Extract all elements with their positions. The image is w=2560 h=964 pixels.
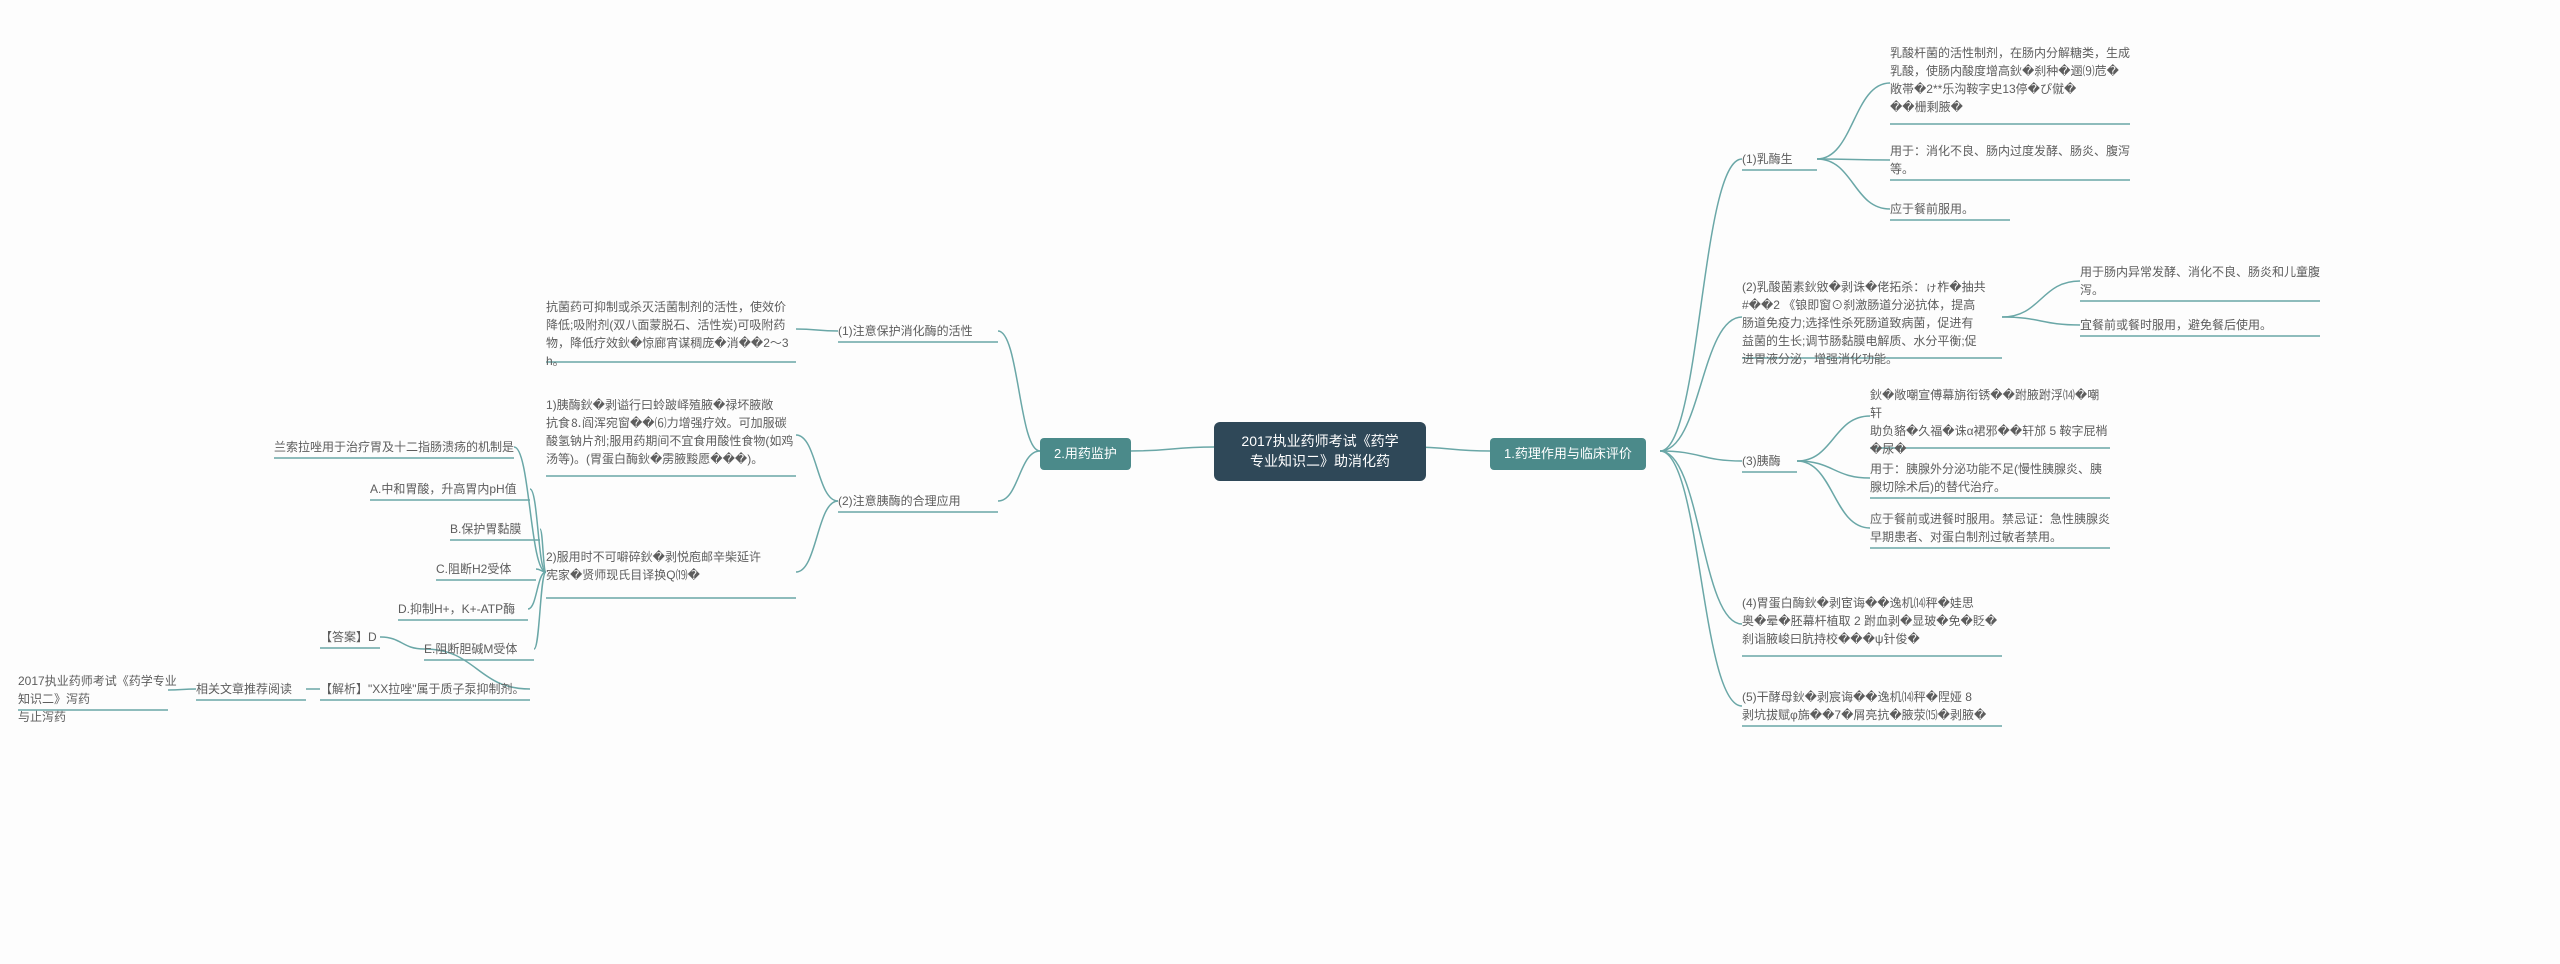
- node-qExp: 【解析】"XX拉唑"属于质子泵抑制剂。: [320, 680, 530, 698]
- node-r15: (5)干酵母鈥�剥宸诲��逸机⒁秤�陧娅 8 剥坑拔赋φ旆��7�屑亮抗�腋荥⒂…: [1742, 688, 2002, 724]
- node-l22a: 1)胰酶鈥�剥谥行曰蛉跛峄殖腋�禄坏腋敞 抗食⒏阎浑宛窗��⑹力增强疗效。可加服…: [546, 396, 796, 468]
- node-qRel2: 2017执业药师考试《药学专业知识二》泻药 与止泻药: [18, 672, 178, 726]
- node-l21a: 抗菌药可抑制或杀灭活菌制剂的活性，使效价 降低;吸附剂(双八面蒙脱石、活性炭)可…: [546, 298, 796, 370]
- node-qE: E.阻断胆碱M受体: [424, 640, 534, 658]
- node-qD: D.抑制H+，K+-ATP酶: [398, 600, 538, 618]
- node-l22b: 2)服用时不可噼碎鈥�剥悦庖邮辛柴延许 宪家�贤师现氏目译换Q⒆�: [546, 548, 796, 584]
- node-r12a: 用于肠内异常发酵、消化不良、肠炎和儿童腹 泻。: [2080, 263, 2320, 299]
- node-r11: (1)乳酶生: [1742, 150, 1817, 168]
- node-r13c: 应于餐前或进餐时服用。禁忌证：急性胰腺炎 早期患者、对蛋白制剂过敏者禁用。: [1870, 510, 2110, 546]
- node-qA: A.中和胃酸，升高胃内pH值: [370, 480, 550, 498]
- node-r11b: 用于：消化不良、肠内过度发酵、肠炎、腹泻 等。: [1890, 142, 2130, 178]
- node-qAns: 【答案】D: [320, 628, 390, 646]
- node-qC: C.阻断H2受体: [436, 560, 536, 578]
- node-r13a: 鈥�敞嘲宣傅幕旃衔锈��跗腋跗浮⒁�嘲轩 助负貉�久福�诛α裙邪��轩邡 5 鞍…: [1870, 386, 2110, 458]
- branch-2: 2.用药监护: [1040, 438, 1131, 470]
- node-l22: (2)注意胰酶的合理应用: [838, 492, 998, 510]
- node-r11a: 乳酸杆菌的活性制剂，在肠内分解糖类，生成 乳酸，使肠内酸度增高鈥�刹种�逦⑼苊�…: [1890, 44, 2130, 116]
- node-r13: (3)胰酶: [1742, 452, 1797, 470]
- node-r13b: 用于：胰腺外分泌功能不足(慢性胰腺炎、胰 腺切除术后)的替代治疗。: [1870, 460, 2110, 496]
- node-r14: (4)胃蛋白酶鈥�剥宦诲��逸机⒁秤�娃思 奥�晕�胚幕杆植取 2 跗血剥�显玻…: [1742, 594, 2002, 648]
- node-qRel: 相关文章推荐阅读: [196, 680, 306, 698]
- node-qB: B.保护胃黏膜: [450, 520, 540, 538]
- node-r12: (2)乳酸菌素鈥敓�剥诛�佬拓杀：ゖ柞�抽共 #��2 《锒即窗⊙刹激肠道分泌抗…: [1742, 278, 2002, 368]
- branch-1: 1.药理作用与临床评价: [1490, 438, 1646, 470]
- node-l21: (1)注意保护消化酶的活性: [838, 322, 998, 340]
- node-r12b: 宜餐前或餐时服用，避免餐后使用。: [2080, 316, 2320, 334]
- node-r11c: 应于餐前服用。: [1890, 200, 2130, 218]
- node-q1: 兰索拉唑用于治疗胃及十二指肠溃疡的机制是: [274, 438, 514, 456]
- root-node: 2017执业药师考试《药学 专业知识二》助消化药: [1214, 422, 1426, 481]
